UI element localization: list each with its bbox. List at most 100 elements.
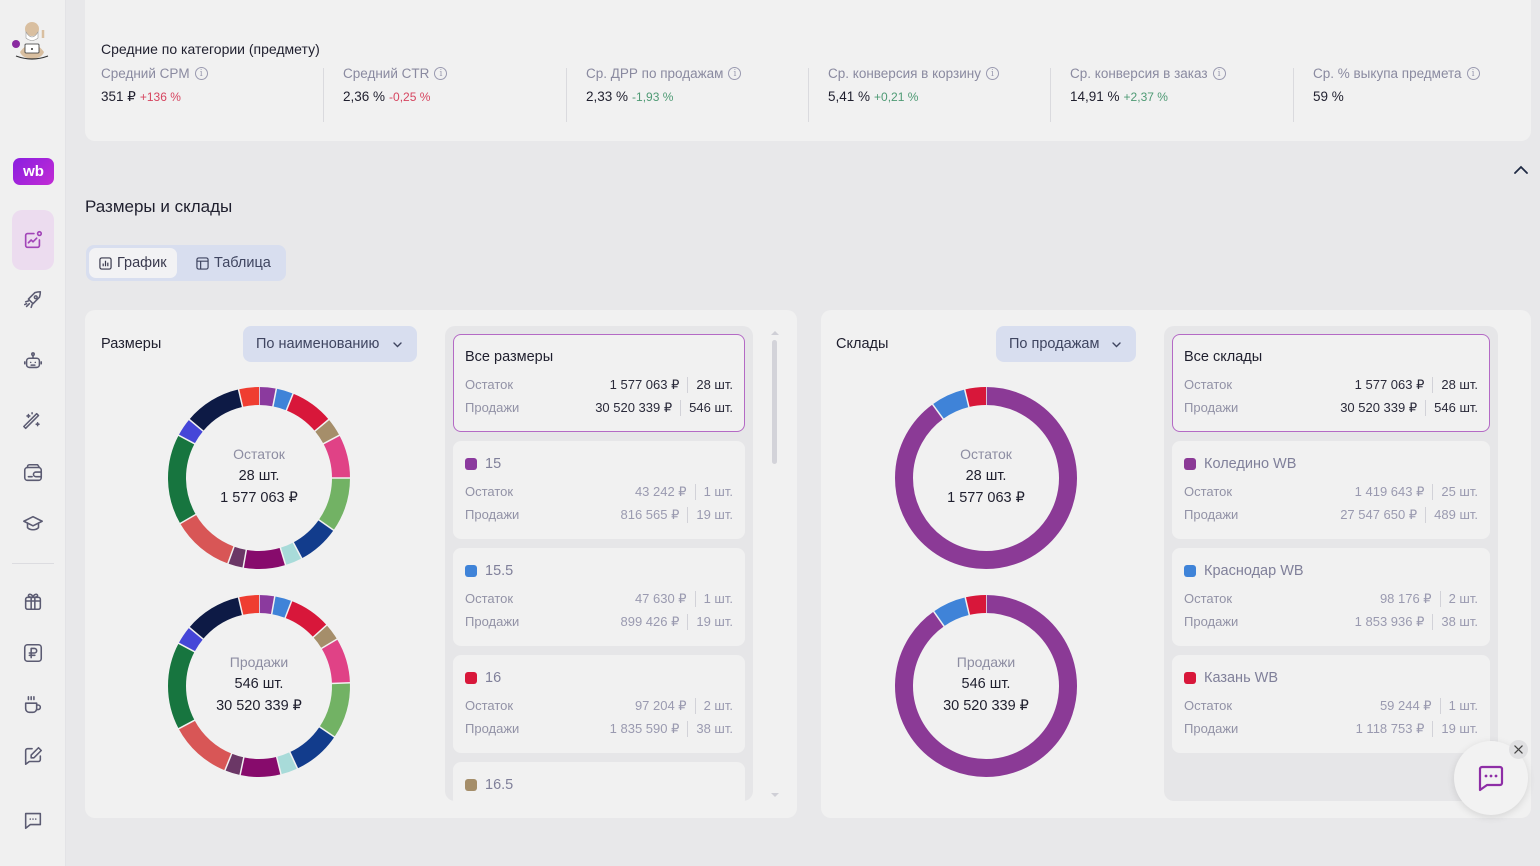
donut-slice[interactable] xyxy=(321,639,350,684)
donut-slice[interactable] xyxy=(323,435,350,479)
stock-sum: 98 176 ₽ xyxy=(1379,590,1432,606)
scroll-thumb[interactable] xyxy=(772,340,777,464)
donut-slice[interactable] xyxy=(314,419,340,444)
stock-row: Остаток 1 577 063 ₽ 28 шт. xyxy=(465,373,733,396)
list-item[interactable]: Коледино WB Остаток 1 419 643 ₽ 25 шт. Прода… xyxy=(1172,441,1490,539)
list-item[interactable]: 15 Остаток 43 242 ₽ 1 шт. Продажи 816 565 ₽ 19… xyxy=(453,441,745,539)
info-icon[interactable]: i xyxy=(434,67,448,80)
scroll-down-arrow-icon[interactable] xyxy=(771,792,779,798)
donut-slice[interactable] xyxy=(289,726,335,769)
slice-separator xyxy=(223,752,233,772)
info-icon[interactable]: i xyxy=(985,67,999,80)
tab-chart[interactable]: График xyxy=(89,248,177,278)
list-item[interactable]: Казань WB Остаток 59 244 ₽ 1 шт. Продажи 1 11… xyxy=(1172,655,1490,753)
donut-slice[interactable] xyxy=(224,753,245,776)
list-item-all[interactable]: Все размеры Остаток 1 577 063 ₽ 28 шт. Прода… xyxy=(453,334,745,432)
sizes-sort-dropdown[interactable]: По наименованию xyxy=(243,326,417,362)
sizes-list-scrollbar[interactable] xyxy=(770,330,780,800)
slice-separator xyxy=(226,545,236,565)
donut-slice[interactable] xyxy=(189,389,243,432)
chat-close-button[interactable] xyxy=(1509,740,1528,759)
item-name-text: Все склады xyxy=(1184,349,1263,365)
nav-feedback[interactable] xyxy=(12,734,54,778)
edit-message-icon xyxy=(24,746,43,766)
sales-row: Продажи 30 520 339 ₽ 546 шт. xyxy=(1184,396,1478,419)
donut-slice[interactable] xyxy=(292,519,334,559)
donut-slice[interactable] xyxy=(258,595,275,615)
donut-slice[interactable] xyxy=(319,682,350,737)
donut-slice[interactable] xyxy=(189,597,243,640)
mascot-logo-icon[interactable] xyxy=(10,18,54,64)
tab-table[interactable]: Таблица xyxy=(186,248,281,278)
warehouses-sales-donut[interactable] xyxy=(894,594,1078,778)
nav-magic[interactable] xyxy=(12,399,54,443)
list-item[interactable]: 16 Остаток 97 204 ₽ 2 шт. Продажи 1 835 590 ₽… xyxy=(453,655,745,753)
slice-separator xyxy=(284,599,293,620)
donut-slice[interactable] xyxy=(238,387,260,407)
robot-icon xyxy=(23,352,43,369)
info-icon[interactable]: i xyxy=(194,67,208,80)
nav-tariffs[interactable] xyxy=(12,631,54,675)
donut-slice[interactable] xyxy=(180,514,235,564)
divider xyxy=(694,483,696,500)
donut-slice[interactable] xyxy=(932,389,970,420)
donut-slice[interactable] xyxy=(240,756,282,777)
donut-slice[interactable] xyxy=(243,547,286,569)
donut-slice[interactable] xyxy=(313,625,338,649)
row-label: Продажи xyxy=(1184,614,1239,629)
info-icon[interactable]: i xyxy=(1466,67,1480,80)
donut-slice[interactable] xyxy=(280,542,302,566)
nav-promotion[interactable] xyxy=(12,278,54,322)
info-icon[interactable]: i xyxy=(728,67,742,80)
donut-slice[interactable] xyxy=(284,601,327,638)
metric-item: Средний CTR i 2,36 % -0,25 % xyxy=(343,66,585,122)
metric-label-text: Ср. ДРР по продажам xyxy=(586,66,724,81)
warehouses-stock-donut[interactable] xyxy=(894,386,1078,570)
row-label: Остаток xyxy=(1184,591,1233,606)
donut-slice[interactable] xyxy=(178,719,232,771)
list-item[interactable]: 16.5 xyxy=(453,762,745,801)
list-item-all[interactable]: Все склады Остаток 1 577 063 ₽ 28 шт. Продаж… xyxy=(1172,334,1490,432)
slice-separator xyxy=(272,387,278,408)
list-item[interactable]: Краснодар WB Остаток 98 176 ₽ 2 шт. Продажи 1… xyxy=(1172,548,1490,646)
donut-slice[interactable] xyxy=(964,387,987,408)
wildberries-badge[interactable]: wb xyxy=(13,158,54,185)
nav-learning[interactable] xyxy=(12,502,54,546)
slice-separator xyxy=(188,626,205,641)
nav-analytics[interactable] xyxy=(12,210,54,270)
donut-slice[interactable] xyxy=(178,419,204,444)
nav-finance[interactable] xyxy=(12,451,54,495)
stock-qty: 1 шт. xyxy=(703,591,733,606)
donut-slice[interactable] xyxy=(933,597,970,627)
metric-delta: +136 % xyxy=(139,90,181,104)
donut-slice[interactable] xyxy=(168,435,196,524)
stock-row: Остаток 43 242 ₽ 1 шт. xyxy=(465,480,733,503)
donut-slice[interactable] xyxy=(895,387,1077,569)
donut-slice[interactable] xyxy=(286,393,329,432)
nav-bonuses[interactable] xyxy=(12,579,54,623)
donut-slice[interactable] xyxy=(318,477,350,531)
donut-slice[interactable] xyxy=(895,595,1077,777)
donut-slice[interactable] xyxy=(168,643,195,729)
donut-label: Остаток xyxy=(960,446,1012,462)
sizes-stock-donut[interactable] xyxy=(167,386,351,570)
nav-bots[interactable] xyxy=(12,339,54,383)
chevron-up-icon[interactable] xyxy=(1512,163,1530,177)
nav-support[interactable] xyxy=(12,798,54,842)
donut-slice[interactable] xyxy=(227,546,247,568)
warehouses-title: Склады xyxy=(836,336,889,352)
donut-slice[interactable] xyxy=(258,387,277,407)
donut-slice[interactable] xyxy=(271,596,292,618)
list-item[interactable]: 15.5 Остаток 47 630 ₽ 1 шт. Продажи 899 426 ₽… xyxy=(453,548,745,646)
sizes-sales-donut[interactable] xyxy=(167,594,351,778)
nav-breaks[interactable] xyxy=(12,683,54,727)
info-icon[interactable]: i xyxy=(1212,67,1226,80)
scroll-up-arrow-icon[interactable] xyxy=(771,330,779,336)
donut-slice[interactable] xyxy=(238,595,260,615)
color-swatch xyxy=(1184,565,1196,577)
donut-slice[interactable] xyxy=(276,752,298,775)
donut-slice[interactable] xyxy=(965,595,987,615)
donut-slice[interactable] xyxy=(272,388,294,411)
donut-slice[interactable] xyxy=(178,627,204,652)
warehouses-sort-dropdown[interactable]: По продажам xyxy=(996,326,1136,362)
